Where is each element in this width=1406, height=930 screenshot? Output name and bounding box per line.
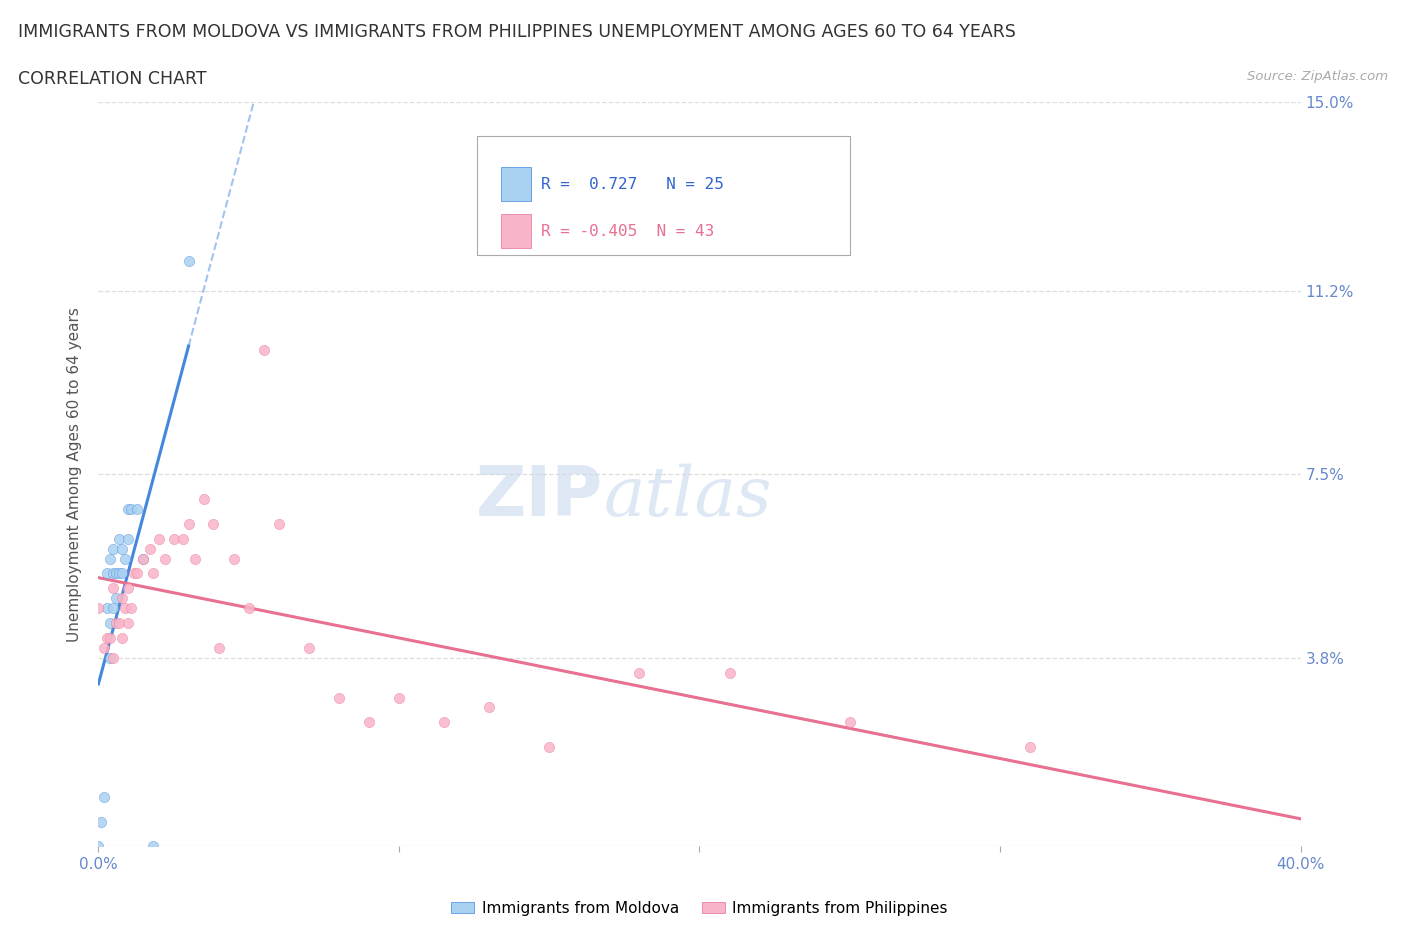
Text: ZIP: ZIP [477, 463, 603, 530]
Point [478, 700, 501, 715]
Point [100, 631, 122, 645]
Bar [501, 167, 531, 201]
Point [100, 616, 122, 631]
Y-axis label: Unemployment Among Ages 60 to 64 years: Unemployment Among Ages 60 to 64 years [67, 307, 83, 642]
Point [117, 501, 139, 516]
Point [103, 566, 125, 581]
Point [153, 551, 176, 566]
Point [103, 541, 125, 556]
Point [388, 690, 411, 705]
Text: IMMIGRANTS FROM MOLDOVA VS IMMIGRANTS FROM PHILIPPINES UNEMPLOYMENT AMONG AGES 6: IMMIGRANTS FROM MOLDOVA VS IMMIGRANTS FR… [18, 23, 1017, 41]
Point [93, 790, 115, 804]
Point [114, 601, 136, 616]
Point [298, 641, 321, 656]
Point [127, 566, 149, 581]
Point [201, 516, 224, 531]
Point [172, 531, 194, 546]
Point [222, 551, 245, 566]
Text: Source: ZipAtlas.com: Source: ZipAtlas.com [1247, 70, 1388, 83]
Point [87, 839, 110, 854]
Point [193, 492, 215, 507]
Point [114, 551, 136, 566]
Point [208, 641, 231, 656]
Text: CORRELATION CHART: CORRELATION CHART [18, 70, 207, 87]
Point [96, 566, 118, 581]
Point [328, 690, 350, 705]
Point [267, 516, 290, 531]
Point [838, 715, 860, 730]
Point [132, 551, 155, 566]
Point [111, 541, 134, 556]
Text: R =  0.727   N = 25: R = 0.727 N = 25 [541, 177, 724, 192]
Point [90, 814, 112, 829]
Point [141, 566, 163, 581]
Point [177, 516, 200, 531]
Point [103, 581, 125, 596]
Text: atlas: atlas [603, 463, 772, 530]
Point [100, 650, 122, 665]
Point [148, 531, 170, 546]
Point [127, 501, 149, 516]
Point [121, 501, 143, 516]
Point [108, 616, 131, 631]
Point [117, 616, 139, 631]
Point [108, 531, 131, 546]
Point [96, 631, 118, 645]
Point [124, 566, 146, 581]
Point [111, 631, 134, 645]
Point [1019, 739, 1042, 754]
Point [105, 616, 128, 631]
Point [121, 601, 143, 616]
Point [628, 665, 651, 680]
Point [253, 343, 276, 358]
Point [105, 566, 128, 581]
Point [87, 601, 110, 616]
Legend: Immigrants from Moldova, Immigrants from Philippines: Immigrants from Moldova, Immigrants from… [444, 895, 955, 922]
Point [108, 566, 131, 581]
Point [96, 601, 118, 616]
Point [100, 551, 122, 566]
Point [105, 591, 128, 605]
Text: R = -0.405  N = 43: R = -0.405 N = 43 [541, 223, 714, 238]
Point [162, 531, 184, 546]
Point [93, 641, 115, 656]
Point [357, 715, 380, 730]
Point [238, 601, 260, 616]
Point [111, 566, 134, 581]
Point [177, 254, 200, 269]
Point [103, 601, 125, 616]
Point [138, 541, 160, 556]
Point [718, 665, 741, 680]
Bar [501, 214, 531, 247]
FancyBboxPatch shape [477, 136, 849, 255]
Point [183, 551, 205, 566]
Point [141, 839, 163, 854]
Point [117, 531, 139, 546]
Point [111, 591, 134, 605]
Point [103, 650, 125, 665]
Point [117, 581, 139, 596]
Point [538, 739, 561, 754]
Point [433, 715, 456, 730]
Point [132, 551, 155, 566]
